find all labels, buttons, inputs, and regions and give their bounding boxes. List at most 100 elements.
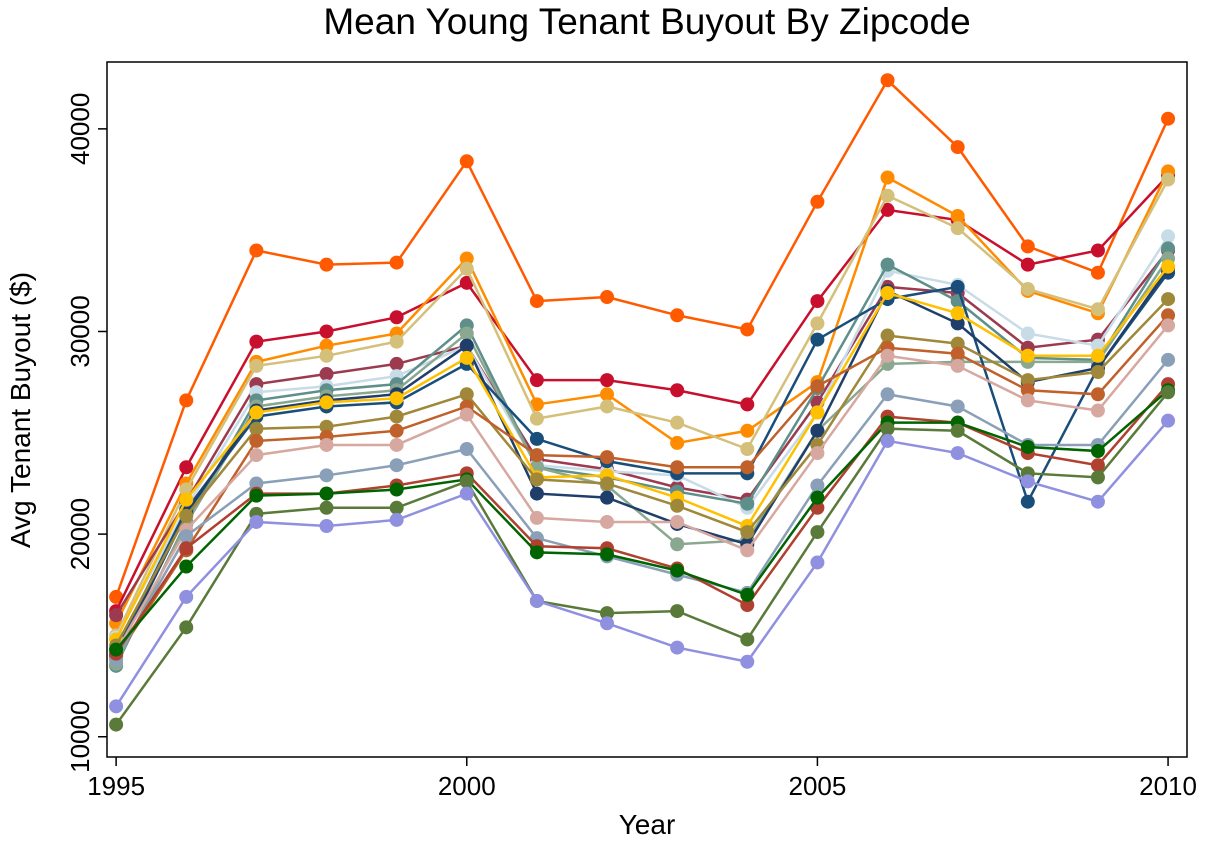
data-point <box>1090 494 1105 509</box>
data-point <box>1020 474 1035 489</box>
data-point <box>880 170 895 185</box>
data-point <box>1161 352 1176 367</box>
data-point <box>670 604 685 619</box>
series-line <box>114 78 1170 598</box>
data-point <box>389 310 404 325</box>
data-point <box>1161 318 1176 333</box>
data-point <box>459 261 474 276</box>
series-line <box>115 391 1170 726</box>
y-tick-label: 30000 <box>65 295 95 367</box>
data-point <box>1090 338 1105 353</box>
data-point <box>459 154 474 169</box>
data-point <box>950 140 965 155</box>
data-point <box>740 442 755 457</box>
data-point <box>1161 308 1176 323</box>
data-point <box>600 450 615 465</box>
data-point <box>950 306 965 321</box>
data-point <box>810 405 825 420</box>
series-line <box>115 298 1169 647</box>
data-point <box>600 490 615 505</box>
data-point <box>459 407 474 422</box>
data-point <box>880 421 895 436</box>
data-point <box>389 423 404 438</box>
data-point <box>179 620 194 635</box>
data-point <box>1090 387 1105 402</box>
data-point <box>459 486 474 501</box>
data-point <box>179 492 194 507</box>
data-point <box>529 373 544 388</box>
data-point <box>1020 239 1035 254</box>
data-point <box>459 251 474 266</box>
data-point <box>1020 439 1035 454</box>
data-point <box>600 399 615 414</box>
data-point <box>319 257 334 272</box>
data-point <box>1020 348 1035 363</box>
data-point <box>1090 444 1105 459</box>
data-point <box>880 257 895 272</box>
data-point <box>109 608 124 623</box>
data-point <box>880 348 895 363</box>
data-point <box>319 367 334 382</box>
data-point <box>1090 265 1105 280</box>
data-point <box>319 338 334 353</box>
series-line <box>114 267 1170 657</box>
data-point <box>810 423 825 438</box>
data-point <box>459 326 474 341</box>
x-tick-label: 2000 <box>438 771 496 801</box>
data-point <box>670 640 685 655</box>
data-point <box>1020 373 1035 388</box>
data-point <box>600 514 615 529</box>
data-point <box>249 334 264 349</box>
data-point <box>740 397 755 412</box>
data-point <box>1020 326 1035 341</box>
data-point <box>1161 172 1176 187</box>
x-tick-label: 1995 <box>87 771 145 801</box>
data-point <box>880 328 895 343</box>
data-point <box>950 358 965 373</box>
data-point <box>179 559 194 574</box>
data-point <box>109 589 124 604</box>
data-point <box>950 208 965 223</box>
data-point <box>1020 257 1035 272</box>
data-point <box>319 348 334 363</box>
series-line <box>115 419 1170 708</box>
series-line <box>114 265 1170 641</box>
data-point <box>810 316 825 331</box>
data-point <box>1020 494 1035 509</box>
data-point <box>950 446 965 461</box>
data-point <box>1090 365 1105 380</box>
data-point <box>529 486 544 501</box>
data-point <box>740 598 755 613</box>
data-point <box>600 387 615 402</box>
data-point <box>600 476 615 491</box>
data-point <box>1090 243 1105 258</box>
data-point <box>1161 229 1176 244</box>
data-point <box>1090 348 1105 363</box>
data-point <box>529 593 544 608</box>
data-point <box>950 399 965 414</box>
data-point <box>459 387 474 402</box>
data-point <box>1161 111 1176 126</box>
data-point <box>529 472 544 487</box>
data-point <box>109 642 124 657</box>
y-tick-label: 20000 <box>65 498 95 570</box>
data-point <box>109 717 124 732</box>
series-line <box>114 174 1169 612</box>
x-tick-label: 2005 <box>788 771 846 801</box>
x-axis-label: Year <box>619 809 676 840</box>
data-point <box>810 294 825 309</box>
data-point <box>249 488 264 503</box>
chart-title: Mean Young Tenant Buyout By Zipcode <box>323 1 970 42</box>
data-point <box>670 514 685 529</box>
data-point <box>179 529 194 544</box>
data-point <box>249 514 264 529</box>
y-tick-label: 40000 <box>65 93 95 165</box>
data-point <box>319 324 334 339</box>
y-tick-label: 10000 <box>65 701 95 773</box>
data-point <box>670 498 685 513</box>
data-point <box>810 478 825 493</box>
data-point <box>1090 458 1105 473</box>
series-line <box>115 359 1170 661</box>
data-point <box>600 606 615 621</box>
x-tick-label: 2010 <box>1139 771 1197 801</box>
